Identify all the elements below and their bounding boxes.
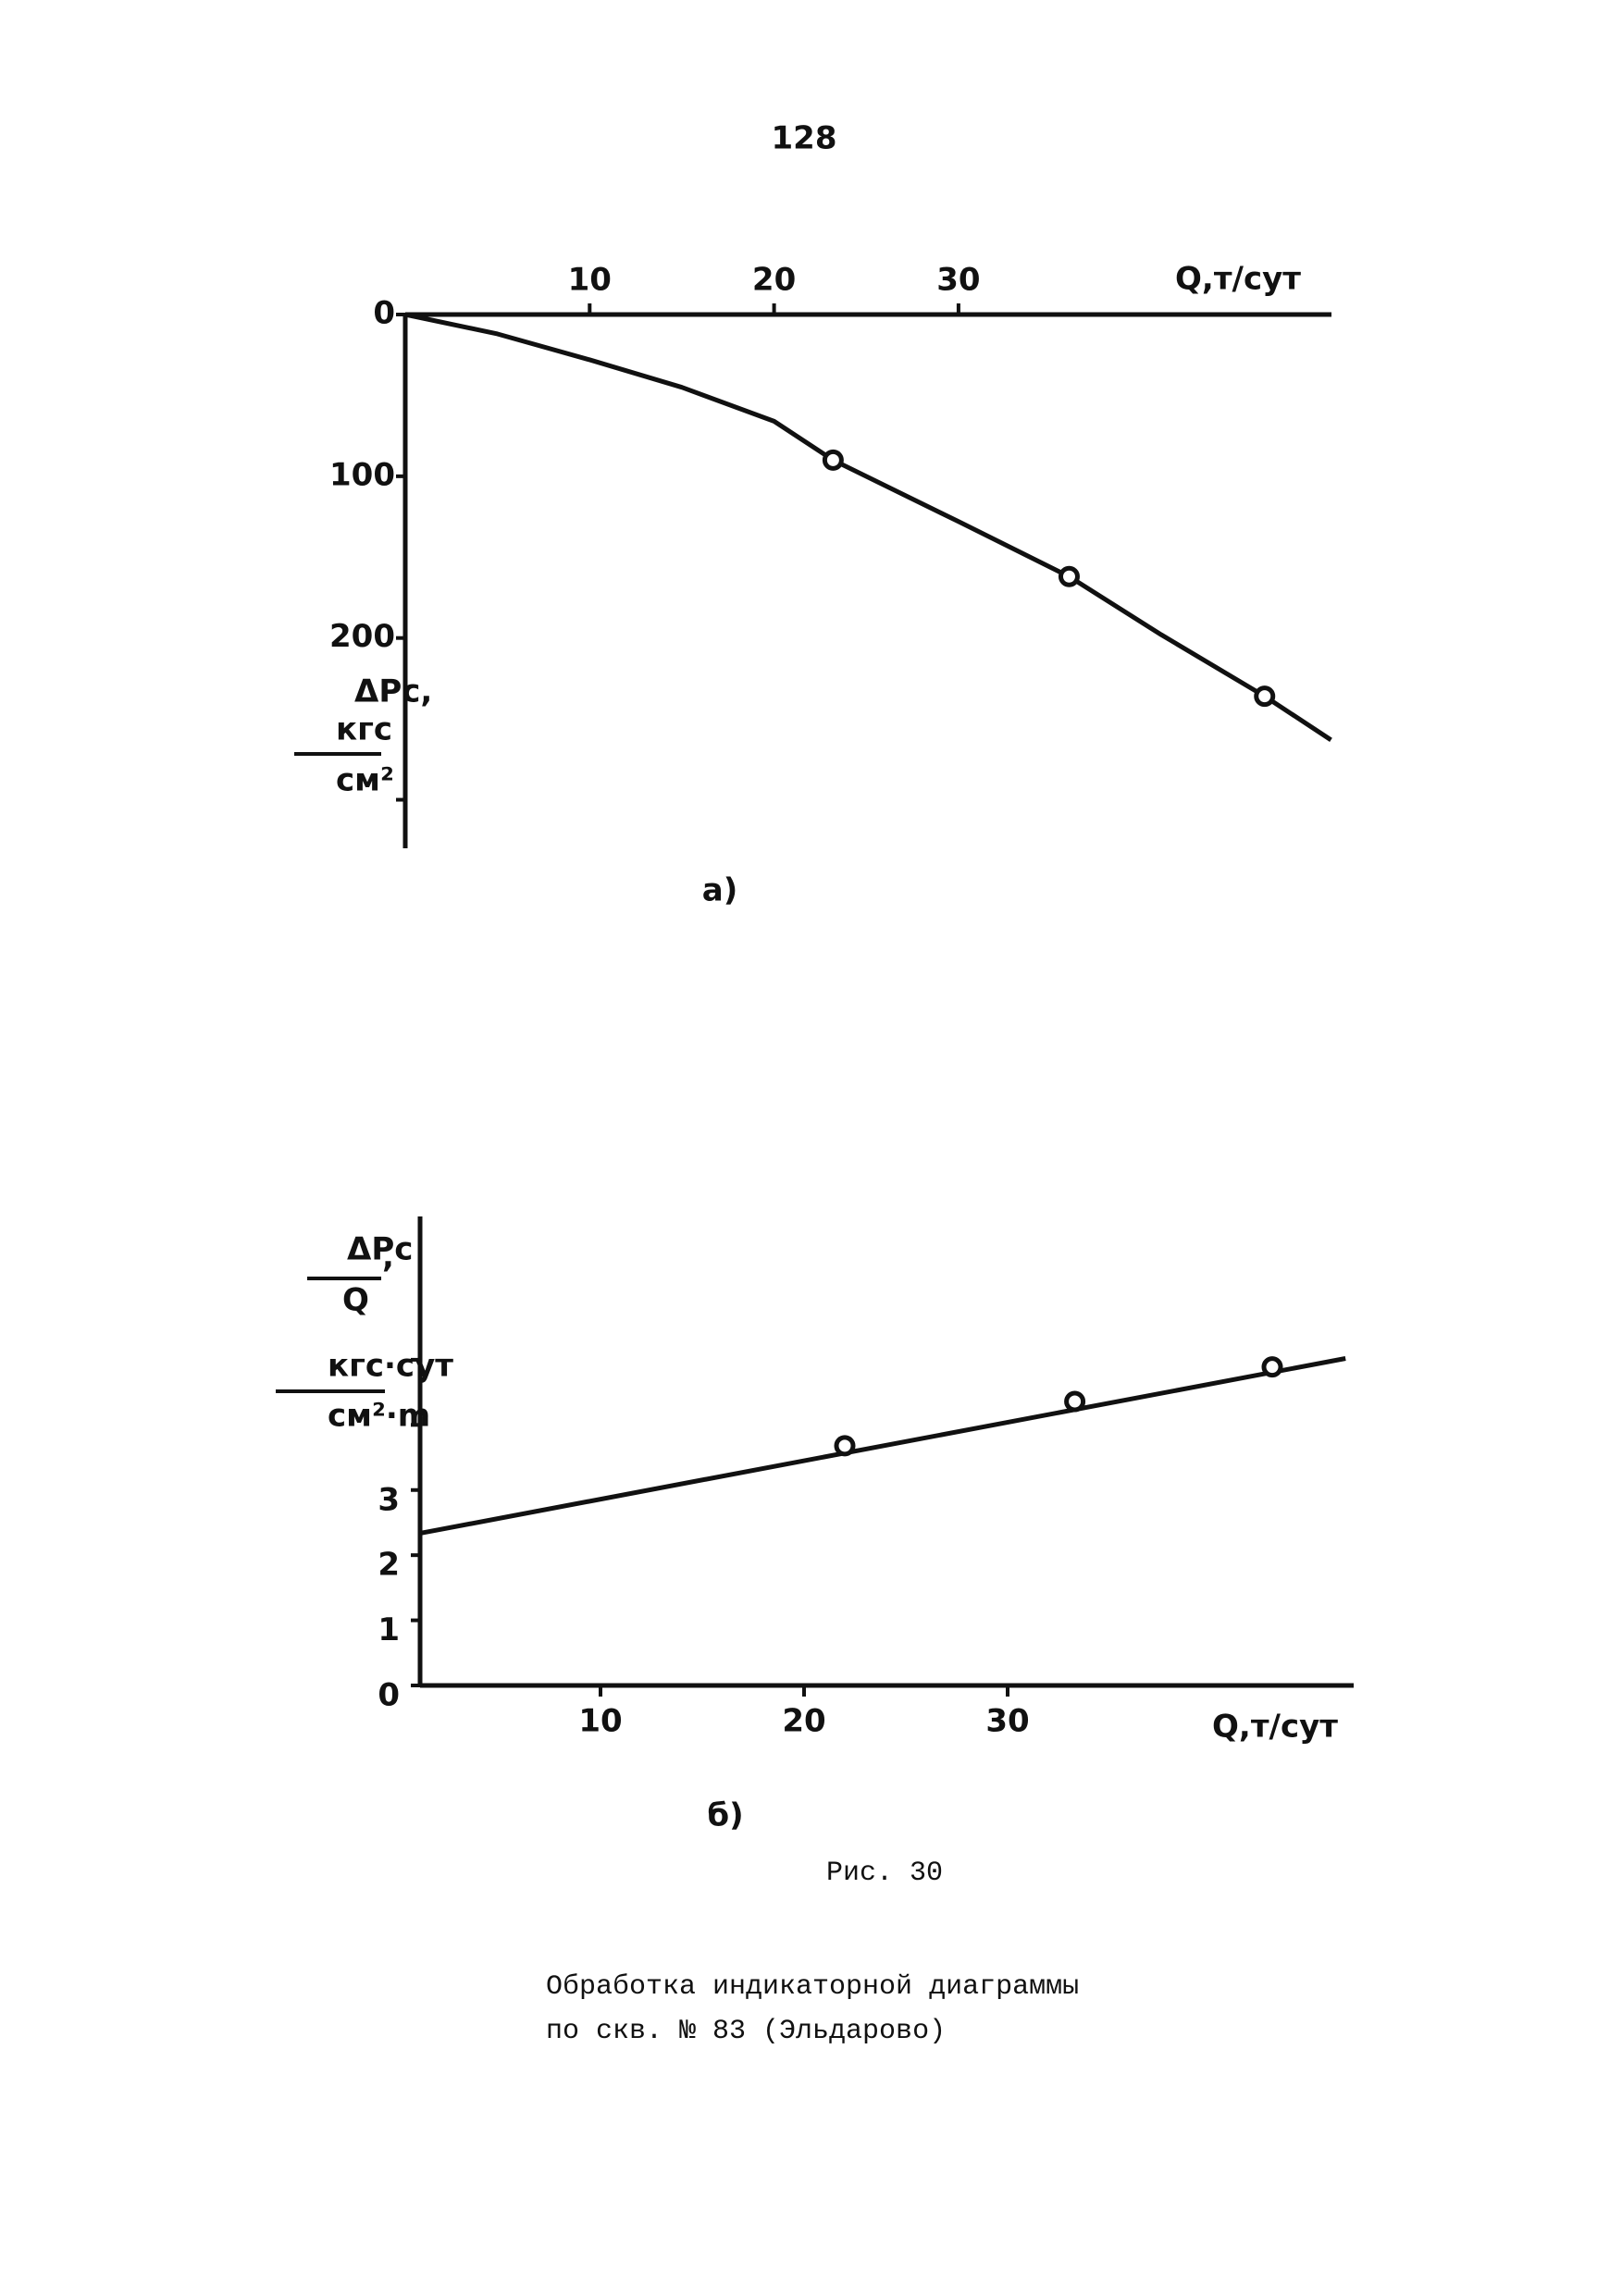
figure-caption: Рис. 30 bbox=[826, 1858, 943, 1889]
y-axis-label: см²·m bbox=[328, 1398, 430, 1435]
y-axis-label: , bbox=[382, 1239, 394, 1276]
y-tick-label: 0 bbox=[378, 1677, 400, 1714]
y-axis-label: кгс bbox=[336, 711, 392, 748]
data-point bbox=[822, 449, 844, 471]
description-line: по скв. № 83 (Эльдарово) bbox=[546, 2016, 946, 2047]
data-point bbox=[1261, 1356, 1283, 1378]
y-tick-label: 2 bbox=[378, 1547, 400, 1584]
y-tick-label: 3 bbox=[378, 1481, 400, 1518]
data-point bbox=[1064, 1390, 1086, 1413]
x-tick-label: 30 bbox=[936, 262, 980, 299]
y-axis-label: см² bbox=[336, 762, 394, 799]
y-axis-label: ΔPc, bbox=[354, 673, 432, 710]
y-tick-label: 1 bbox=[378, 1611, 400, 1648]
page-number: 128 bbox=[772, 120, 837, 157]
description-line: Обработка индикаторной диаграммы bbox=[546, 1971, 1079, 2003]
x-tick-label: 30 bbox=[985, 1703, 1029, 1740]
x-axis-label: Q,т/сут bbox=[1212, 1709, 1338, 1746]
data-point bbox=[834, 1435, 856, 1457]
data-line bbox=[420, 1356, 1346, 1536]
y-tick-label: 0 bbox=[373, 295, 395, 332]
x-tick-label: 20 bbox=[782, 1703, 825, 1740]
x-tick-label: 20 bbox=[752, 262, 796, 299]
panel-label: б) bbox=[707, 1797, 743, 1834]
data-point bbox=[1058, 565, 1080, 587]
y-axis-label: кгс·сут bbox=[328, 1348, 453, 1385]
panel-label: а) bbox=[702, 872, 737, 909]
y-tick-label: 200 bbox=[329, 618, 395, 655]
data-point bbox=[1254, 685, 1276, 708]
x-tick-label: 10 bbox=[568, 262, 612, 299]
x-tick-label: 10 bbox=[578, 1703, 622, 1740]
y-tick-label: 100 bbox=[329, 456, 395, 493]
y-axis-label: Q bbox=[342, 1282, 369, 1319]
x-axis-label: Q,т/сут bbox=[1175, 261, 1301, 298]
y-axis-label: ΔPc bbox=[347, 1231, 413, 1268]
